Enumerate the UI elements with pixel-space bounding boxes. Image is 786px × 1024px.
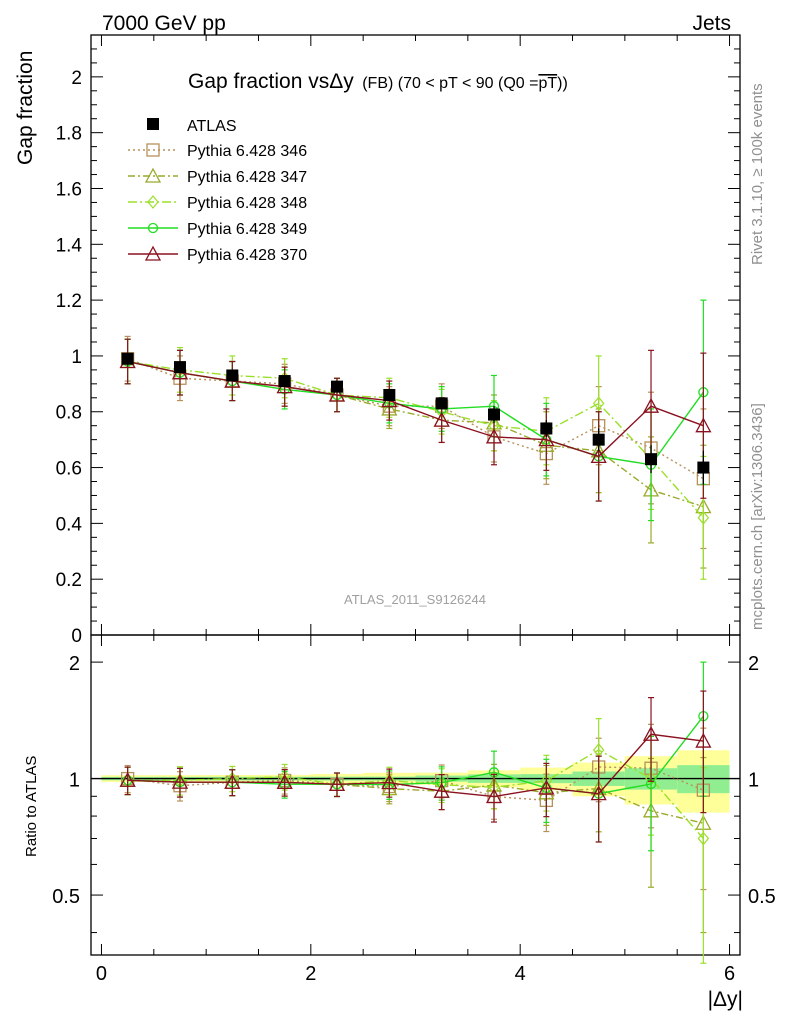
legend-atlas-marker (147, 118, 159, 130)
series-5-ratio-point (642, 725, 660, 741)
ratio-panel-frame: 0 2 4 6 0.5 0.5 1 1 2 2 (52, 634, 776, 985)
x-tick-label: 6 (724, 963, 735, 985)
title-close: )) (557, 75, 568, 92)
series-5-point (485, 428, 503, 444)
main-y-tick-label: 1.8 (56, 124, 82, 145)
series-5-line (127, 360, 704, 458)
series-5-ratio-point (119, 771, 136, 787)
main-y-axis-title: Gap fraction (14, 51, 37, 165)
ratio-panel-series (119, 661, 712, 964)
series-3-ratio-point (697, 831, 710, 846)
atlas-data-point (278, 375, 291, 388)
series-5-ratio-point (590, 785, 607, 801)
main-y-tick-label: 1.4 (56, 235, 83, 256)
atlas-data-point (226, 369, 239, 382)
atlas-data-point (435, 397, 448, 410)
main-y-tick-label: 2 (71, 68, 82, 89)
atlas-data-point (173, 361, 186, 374)
title-sub: (FB) (70 < pT < 90 (Q0 = (362, 75, 538, 92)
atlas-data-point (540, 422, 553, 435)
series-5-ratio-point (224, 773, 241, 789)
x-tick-label: 4 (515, 963, 526, 985)
series-5-ratio-line (127, 733, 704, 798)
x-tick-label: 0 (96, 963, 107, 985)
ratio-y-tick-label: 2 (69, 653, 80, 675)
series-1-line (127, 358, 704, 480)
series-5-point (695, 417, 712, 433)
series-5-ratio-point (433, 782, 450, 798)
legend-series-4-marker (147, 222, 159, 234)
atlas-data-point (697, 461, 710, 474)
title-main: Gap fraction vs (188, 70, 329, 93)
series-5-point (590, 448, 607, 464)
series-5-ratio-point (381, 774, 398, 790)
ratio-y-tick-label: 1 (69, 770, 80, 792)
plot-title: Gap fraction vsΔy (FB) (70 < pT < 90 (Q0… (188, 70, 568, 93)
analysis-watermark: ATLAS_2011_S9126244 (344, 592, 486, 607)
main-y-tick-label: 1 (71, 347, 82, 368)
atlas-data-point (592, 433, 605, 446)
series-3-line (127, 360, 704, 519)
main-y-tick-label: 0.4 (56, 514, 83, 535)
main-y-tick-label: 0.2 (56, 570, 82, 591)
atlas-data-point (121, 352, 134, 365)
series-5-point (328, 386, 346, 402)
header-right-label: Jets (692, 12, 731, 35)
main-y-tick-label: 1.2 (56, 291, 82, 312)
legend-atlas-label: ATLAS (187, 118, 237, 135)
title-pt: pT (538, 75, 557, 92)
main-y-tick-label: 0.8 (56, 403, 82, 424)
series-5-point (538, 431, 555, 447)
x-axis-title: |Δy| (708, 988, 743, 1011)
atlas-data-point (330, 380, 343, 393)
legend-series-1-marker (146, 143, 160, 157)
legend-series-4-label: Pythia 6.428 349 (187, 221, 307, 238)
mcplots-label: mcplots.cern.ch [arXiv:1306.3436] (749, 403, 766, 630)
series-5-point (642, 397, 660, 413)
atlas-data-point (488, 408, 501, 421)
ratio-y-axis-title: Ratio to ATLAS (23, 756, 40, 857)
ratio-y-tick-label-right: 2 (748, 653, 759, 675)
x-tick-label: 2 (305, 963, 316, 985)
series-5-ratio-point (276, 773, 293, 789)
main-y-tick-label: 0.6 (56, 459, 82, 480)
series-5-ratio-point (485, 788, 503, 804)
legend-series-2-label: Pythia 6.428 347 (187, 169, 307, 186)
legend-series-3-label: Pythia 6.428 348 (187, 195, 307, 212)
legend-series-3-marker (147, 195, 159, 209)
series-5-ratio-point (538, 779, 555, 795)
atlas-data-point (645, 453, 658, 466)
series-5-ratio-point (695, 732, 712, 748)
series-3-point (697, 510, 710, 525)
series-5-ratio-point (328, 775, 346, 791)
title-delta: Δ (329, 70, 343, 93)
main-y-tick-label: 1.6 (56, 179, 82, 200)
title-y: y (343, 70, 354, 93)
ratio-y-tick-label-right: 0.5 (748, 886, 776, 908)
rivet-version-label: Rivet 3.1.10, ≥ 100k events (749, 83, 766, 265)
legend: ATLAS Pythia 6.428 346 Pythia 6.428 347 Pyt… (128, 118, 307, 264)
legend-series-1-label: Pythia 6.428 346 (187, 143, 307, 160)
atlas-data-point (383, 389, 396, 401)
ratio-y-tick-label: 0.5 (52, 886, 80, 908)
legend-series-2-marker (144, 167, 162, 183)
main-panel-series (119, 299, 712, 580)
legend-series-5-label: Pythia 6.428 370 (187, 247, 307, 264)
main-y-tick-label: 0 (71, 626, 82, 647)
ratio-y-tick-label-right: 1 (748, 770, 759, 792)
series-3-point (592, 396, 605, 411)
legend-series-5-marker (144, 245, 162, 261)
series-4-line (127, 360, 704, 466)
header-left-label: 7000 GeV pp (102, 12, 226, 35)
series-5-ratio-point (171, 773, 189, 789)
series-5-point (433, 411, 450, 427)
